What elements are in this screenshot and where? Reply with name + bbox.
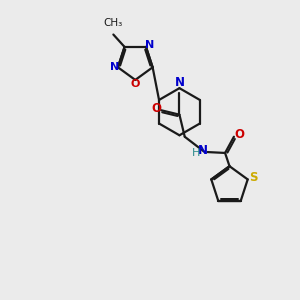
Text: O: O [234,128,244,141]
Text: CH₃: CH₃ [103,18,122,28]
Text: N: N [174,76,184,89]
Text: N: N [198,144,208,157]
Text: N: N [145,40,154,50]
Text: N: N [110,62,119,72]
Text: S: S [249,171,257,184]
Text: O: O [151,102,161,115]
Text: H: H [191,148,200,158]
Text: O: O [130,79,140,89]
